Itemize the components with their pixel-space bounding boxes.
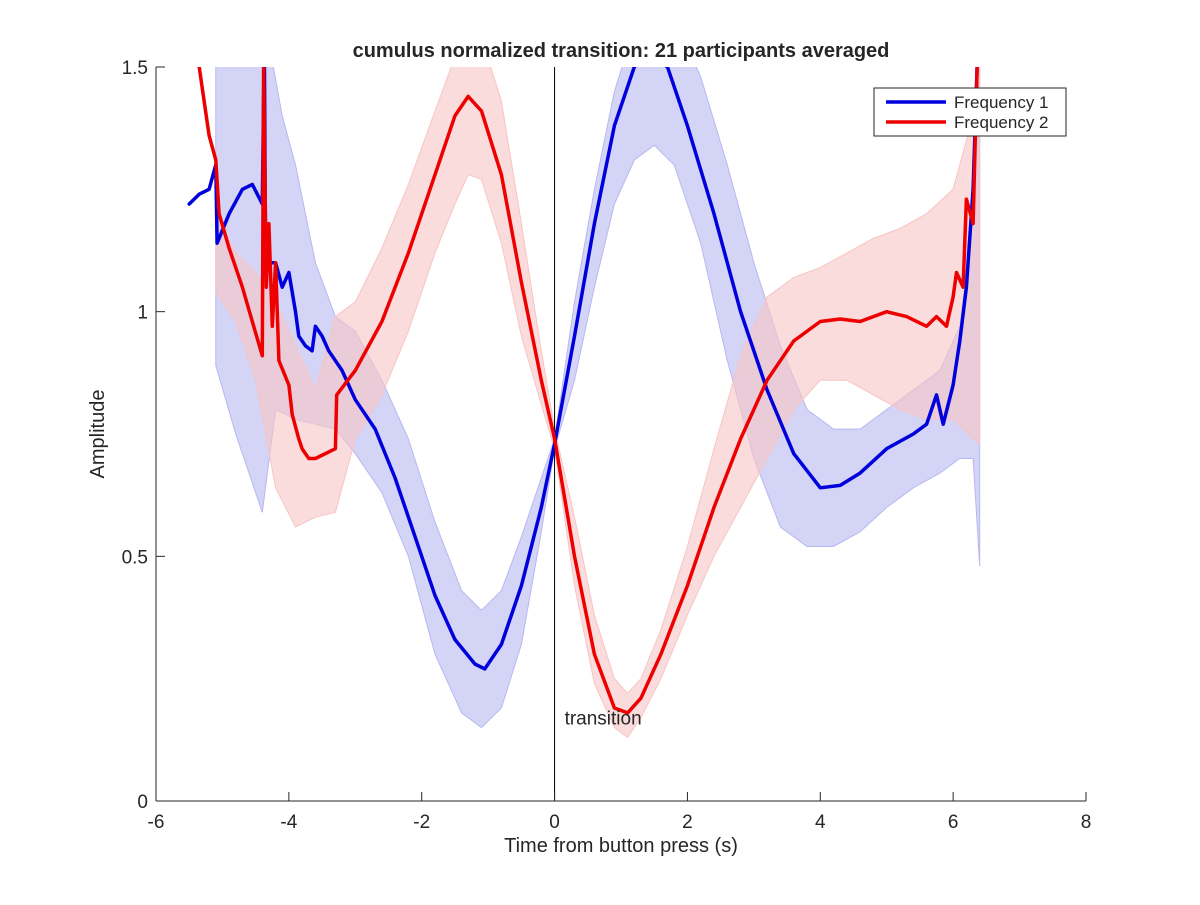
x-tick-label: -2 <box>413 812 430 833</box>
y-axis-label: Amplitude <box>87 390 109 479</box>
series-line-2 <box>197 67 979 715</box>
chart-title: cumulus normalized transition: 21 partic… <box>353 40 890 62</box>
x-tick-label: 8 <box>1081 812 1092 833</box>
axes: -6 -4 -2 0 2 4 6 8 0 0.5 1 1.5 <box>122 58 1092 833</box>
transition-annotation: transition <box>565 709 642 730</box>
x-tick-label: -6 <box>148 812 165 833</box>
x-tick-label: 6 <box>948 812 959 833</box>
y-tick-label: 1 <box>137 303 148 324</box>
y-tick-label: 0 <box>137 792 148 813</box>
x-tick-label: -4 <box>280 812 297 833</box>
x-tick-label: 0 <box>549 812 560 833</box>
x-axis-label: Time from button press (s) <box>504 835 738 857</box>
confidence-band-2 <box>215 67 981 739</box>
legend-box <box>873 87 1067 137</box>
legend-label-2: Frequency 2 <box>954 113 1049 132</box>
legend-label-1: Frequency 1 <box>954 93 1049 112</box>
y-tick-label: 1.5 <box>122 58 148 79</box>
confidence-bands <box>215 67 981 739</box>
y-tick-label: 0.5 <box>122 547 148 568</box>
x-tick-label: 2 <box>682 812 693 833</box>
x-tick-label: 4 <box>815 812 826 833</box>
series-lines <box>187 67 979 715</box>
